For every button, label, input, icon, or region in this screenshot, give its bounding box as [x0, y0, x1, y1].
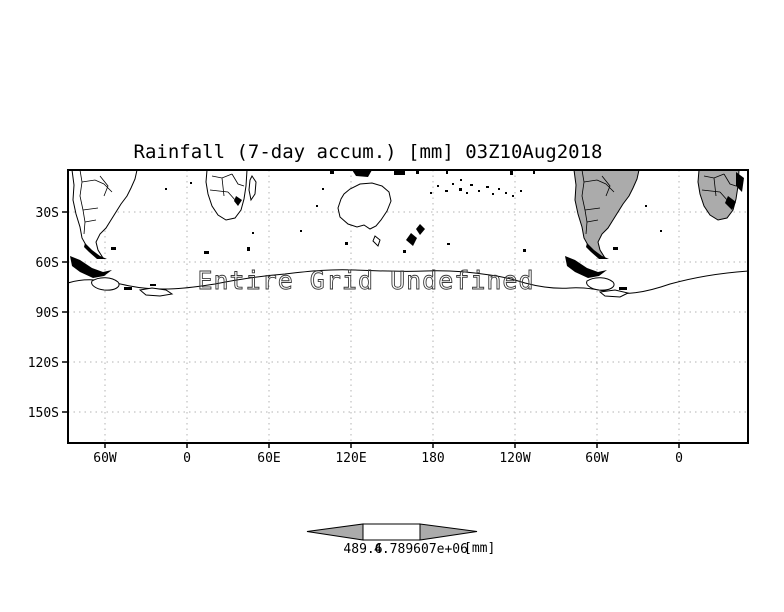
- southern-africa-shaded: [697, 171, 744, 221]
- colorbar-right-arrow: [419, 523, 478, 541]
- axis-ticks: [62, 211, 680, 448]
- gridlines: [68, 170, 748, 443]
- colorbar-left-arrow: [306, 523, 364, 541]
- south-america: [71, 171, 138, 260]
- antarctic-coastline: [69, 242, 747, 298]
- y-tick-label: 60S: [36, 256, 59, 271]
- y-tick-label: 150S: [28, 406, 59, 421]
- plot-title: Rainfall (7-day accum.) [mm] 03Z10Aug201…: [134, 141, 603, 163]
- x-tick-label: 120W: [499, 451, 530, 466]
- map-coastlines: Entire Grid Undefined: [69, 171, 747, 298]
- australia-region: [330, 171, 425, 247]
- colorbar-middle-segment: [362, 523, 421, 541]
- x-tick-label: 120E: [335, 451, 366, 466]
- colorbar: 489.6 4.789607e+06 [mm]: [306, 523, 495, 557]
- x-tick-label: 0: [675, 451, 683, 466]
- x-axis-labels: 60W 0 60E 120E 180 120W 60W 0: [93, 451, 683, 466]
- y-axis-labels: 30S 60S 90S 120S 150S: [28, 206, 59, 421]
- y-tick-label: 30S: [36, 206, 59, 221]
- x-tick-label: 60W: [585, 451, 609, 466]
- colorbar-unit-label: [mm]: [464, 541, 495, 556]
- colorbar-tick-label: 489.6: [343, 542, 382, 557]
- plot-frame: [67, 169, 749, 444]
- colorbar-tick-label: 4.789607e+06: [374, 542, 468, 557]
- pacific-islands: [165, 171, 662, 234]
- southern-africa: [205, 171, 257, 221]
- y-tick-label: 90S: [36, 306, 59, 321]
- x-tick-label: 180: [421, 451, 444, 466]
- x-tick-label: 60W: [93, 451, 117, 466]
- south-america-shaded: [573, 171, 640, 260]
- y-tick-label: 120S: [28, 356, 59, 371]
- x-tick-label: 0: [183, 451, 191, 466]
- x-tick-label: 60E: [257, 451, 280, 466]
- grid-undefined-overlay: Entire Grid Undefined: [197, 266, 534, 295]
